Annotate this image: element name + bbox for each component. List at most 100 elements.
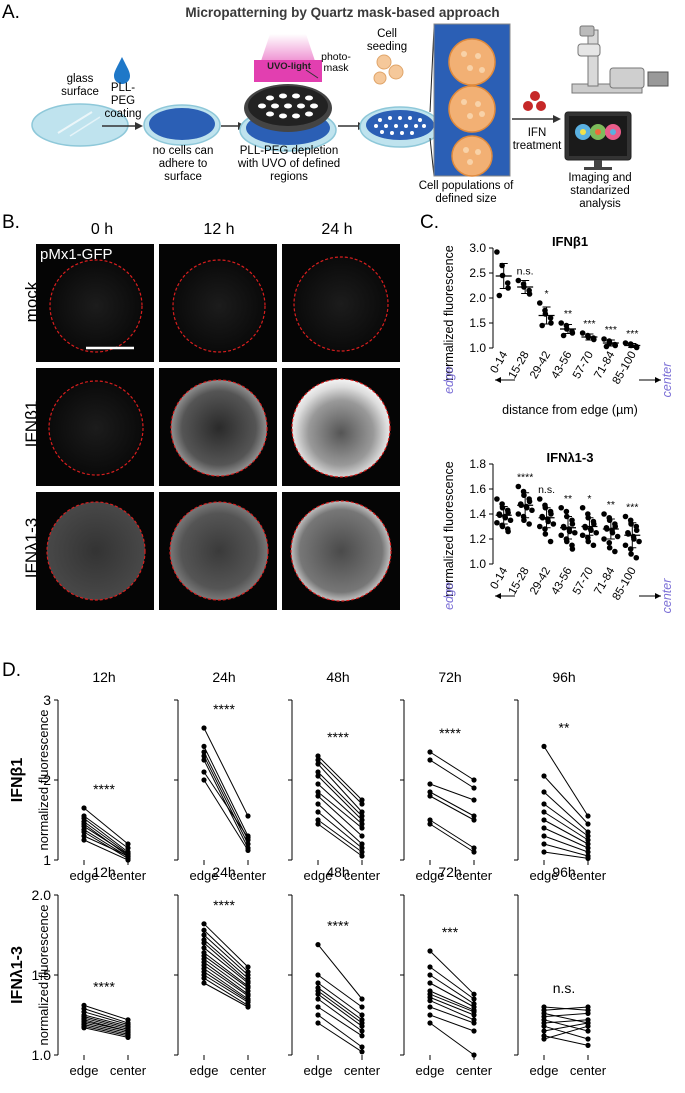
chart-d-pair-line [429,990,475,1011]
chart-c-point [521,492,527,499]
chart-d-edge-point [541,849,547,855]
chart-c-point [536,300,543,306]
chart-d-center-point [359,1049,365,1055]
chart-c-point [569,546,576,552]
chart-d-pair-line [429,751,475,781]
depletion-label: PLL-PEG depletion with UVO of defined re… [237,145,341,183]
chart-d-center-point [585,845,591,851]
chart-c-point [560,332,567,339]
chart-d-center-point [125,857,131,863]
chart-d-pair-line [543,1012,589,1024]
chart-d-edge-point [201,945,207,951]
chart-d-x-label-edge: edge [304,868,333,883]
chart-d-pair-line [83,1014,129,1027]
chart-d-center-point [359,801,365,807]
chart-c-point [606,539,613,546]
chart-d-edge-point [427,793,433,799]
chart-c-point [601,336,607,342]
chart-c-point [601,511,607,517]
chart-d-pair-line [83,1027,129,1038]
chart-d-edge-point [81,837,87,843]
chart-d-edge-point [427,749,433,755]
chart-d-row-label: IFNλ1-3 [9,946,26,1004]
chart-c-point [564,538,570,545]
no-cells-label: no cells can adhere to surface [152,145,214,183]
chart-d-pair-line [203,968,249,1000]
chart-d-pair-line [203,934,249,976]
chart-c-category: 57-70 [571,566,596,597]
chart-d-center-point [359,1028,365,1034]
chart-d-edge-point [315,761,321,767]
chart-d-pair-line [429,974,475,1005]
chart-d-edge-point [315,789,321,795]
chart-c-point [521,517,527,524]
col-header-24h: 24 h [321,221,353,238]
chart-d-pair-line [429,950,475,995]
chart-d-center-point [245,835,251,841]
chart-d-pair-line [317,1014,363,1048]
chart-c-point [550,521,557,527]
chart-d-edge-point [541,825,547,831]
chart-d-pair-line [83,807,129,845]
chart-d-edge-point [427,757,433,763]
chart-d-pair-line [203,779,249,851]
chart-d-row-label: IFNβ1 [9,758,26,803]
chart-d-edge-point [315,773,321,779]
chart-d-significance: **** [213,701,235,717]
chart-c-center-word: center [660,362,674,398]
chart-c-category: 0-14 [488,565,510,591]
chart-d-edge-point [427,821,433,827]
chart-c-title: IFNλ1-3 [547,450,594,465]
chart-d-x-label-edge: edge [530,1063,559,1078]
chart-c-point [569,330,576,336]
chart-c-category: 0-14 [488,349,510,375]
chart-c-arrowhead-left [495,377,501,383]
chart-d-edge-point [201,743,207,749]
uvo-light-label: UVO-light [267,61,311,72]
chart-c-y-label: normalized fluorescence [442,245,456,381]
chart-d-center-point [585,1042,591,1048]
chart-d-center-point [359,817,365,823]
chart-d-edge-point [315,793,321,799]
chart-c-point [507,517,514,524]
chart-d-pair-line [83,1024,129,1035]
monitor-icon [564,111,632,170]
chart-d-pair-line [83,831,129,859]
chart-c-point [529,507,535,514]
chart-c-point [601,536,607,542]
chart-d-edge-point [427,817,433,823]
chart-c-point [494,519,500,526]
chart-c-point [505,528,511,535]
coated-disk [149,108,215,140]
chart-d-center-point [245,1004,251,1010]
chart-c-significance: ** [607,499,615,511]
chart-d-center-point [471,845,477,851]
chart-d-pair-line [83,1008,129,1024]
chart-c-point [494,496,500,502]
chart-d-y-tick-label: 2.0 [32,887,52,903]
chart-d-y-tick-label: 2 [43,772,51,788]
glass-disk [31,103,129,147]
chart-d-pair-line [429,783,475,801]
chart-d-pair-line [543,843,589,857]
chart-c-point [558,320,564,326]
chart-d-edge-point [427,964,433,970]
chart-d-x-label-edge: edge [190,1063,219,1078]
chart-c-point [614,533,621,540]
chart-d-edge-point [541,809,547,815]
chart-d-edge-point [541,833,547,839]
chart-d-center-point [585,833,591,839]
panel-a-label: A. [2,2,20,23]
chart-c-point [612,548,618,555]
chart-d-x-label-center: center [344,1063,381,1078]
chart-d-edge-point [315,781,321,787]
drop-icon [114,57,130,84]
chart-d-center-point [359,845,365,851]
chart-c-category: 15-28 [507,566,532,597]
chart-d-pair-line [317,998,363,1032]
chart-c-significance: n.s. [538,484,555,496]
chart-c-point [633,527,640,534]
chart-d-edge-point [201,927,207,933]
chart-c-point [547,538,554,545]
